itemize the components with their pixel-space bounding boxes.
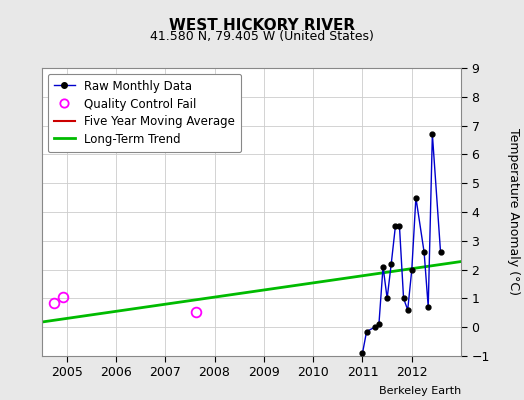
Text: Berkeley Earth: Berkeley Earth bbox=[379, 386, 461, 396]
Text: WEST HICKORY RIVER: WEST HICKORY RIVER bbox=[169, 18, 355, 33]
Legend: Raw Monthly Data, Quality Control Fail, Five Year Moving Average, Long-Term Tren: Raw Monthly Data, Quality Control Fail, … bbox=[48, 74, 241, 152]
Y-axis label: Temperature Anomaly (°C): Temperature Anomaly (°C) bbox=[507, 128, 520, 296]
Text: 41.580 N, 79.405 W (United States): 41.580 N, 79.405 W (United States) bbox=[150, 30, 374, 43]
